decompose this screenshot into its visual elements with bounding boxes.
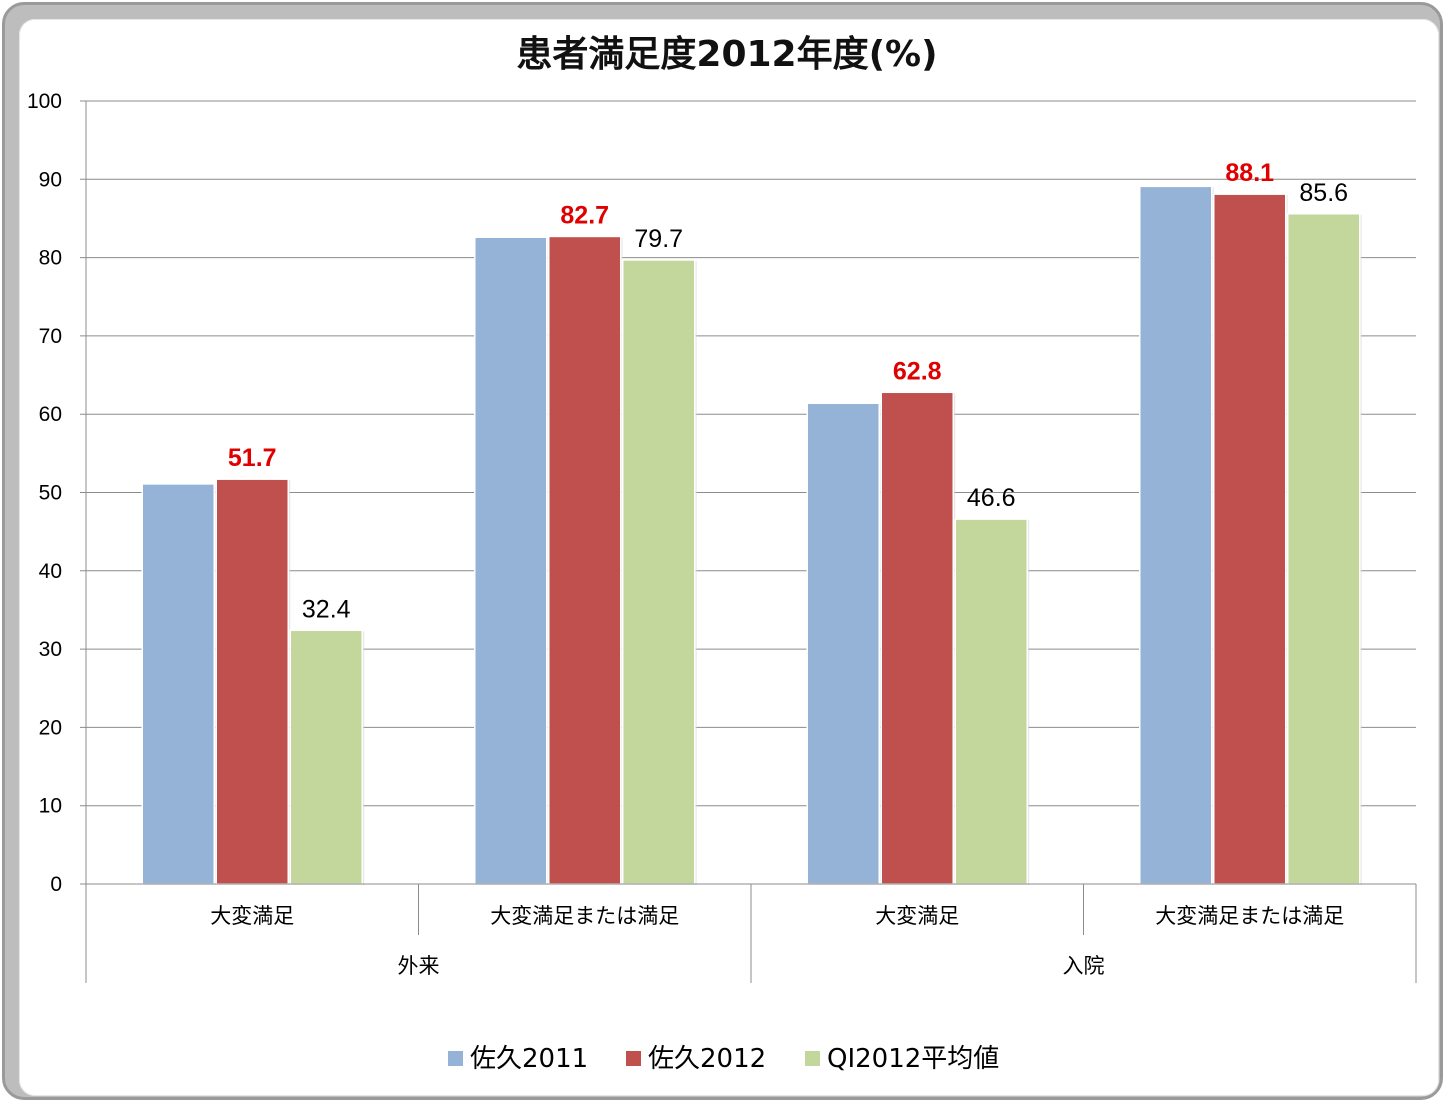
y-tick-label: 100	[27, 90, 62, 113]
x-category-label: 大変満足または満足	[490, 904, 679, 928]
x-category-label: 大変満足	[210, 904, 294, 928]
y-tick-label: 50	[39, 482, 62, 505]
data-label: 62.8	[893, 357, 942, 385]
legend: 佐久2011 佐久2012 QI2012平均値	[448, 1044, 999, 1074]
bar	[954, 518, 1028, 885]
x-category-label: 大変満足または満足	[1155, 904, 1344, 928]
y-tick-label: 30	[39, 638, 62, 661]
bar	[1287, 213, 1361, 885]
data-label: 32.4	[302, 595, 351, 623]
bar	[474, 236, 548, 885]
data-label: 51.7	[228, 444, 277, 472]
y-tick-label: 80	[39, 247, 62, 270]
y-axis-ticks: 0 10 20 30 40 50 60 70 80 90 100	[27, 90, 62, 896]
bar	[289, 629, 363, 885]
y-tick-label: 60	[39, 403, 62, 426]
bar	[141, 483, 215, 885]
y-tick-label: 90	[39, 168, 62, 191]
legend-label: QI2012平均値	[827, 1044, 999, 1074]
legend-label: 佐久2012	[648, 1044, 766, 1074]
legend-swatch	[448, 1051, 463, 1066]
bars	[141, 185, 1362, 886]
legend-swatch	[626, 1051, 641, 1066]
y-tick-label: 20	[39, 716, 62, 739]
y-tick-label: 70	[39, 325, 62, 348]
data-label: 46.6	[967, 484, 1016, 512]
data-labels: 51.7 32.4 82.7 79.7 62.8 46.6 88.1 85.6	[228, 159, 1348, 623]
x-group-label: 入院	[1063, 954, 1105, 978]
data-label: 79.7	[634, 225, 683, 253]
y-tick-label: 0	[50, 873, 62, 896]
chart-title: 患者満足度2012年度(%)	[516, 34, 937, 75]
bar	[1213, 193, 1287, 885]
bar	[1139, 185, 1213, 885]
data-label: 85.6	[1299, 179, 1348, 207]
bar	[622, 259, 696, 885]
x-group-label: 外来	[398, 954, 440, 978]
bar	[548, 235, 622, 885]
legend-label: 佐久2011	[470, 1044, 588, 1074]
data-label: 82.7	[560, 201, 609, 229]
bar	[880, 391, 954, 885]
x-category-label: 大変満足	[875, 904, 959, 928]
bar	[806, 402, 880, 885]
y-tick-label: 40	[39, 560, 62, 583]
legend-swatch	[805, 1051, 820, 1066]
data-label: 88.1	[1225, 159, 1274, 187]
y-tick-label: 10	[39, 795, 62, 818]
bar	[215, 478, 289, 885]
